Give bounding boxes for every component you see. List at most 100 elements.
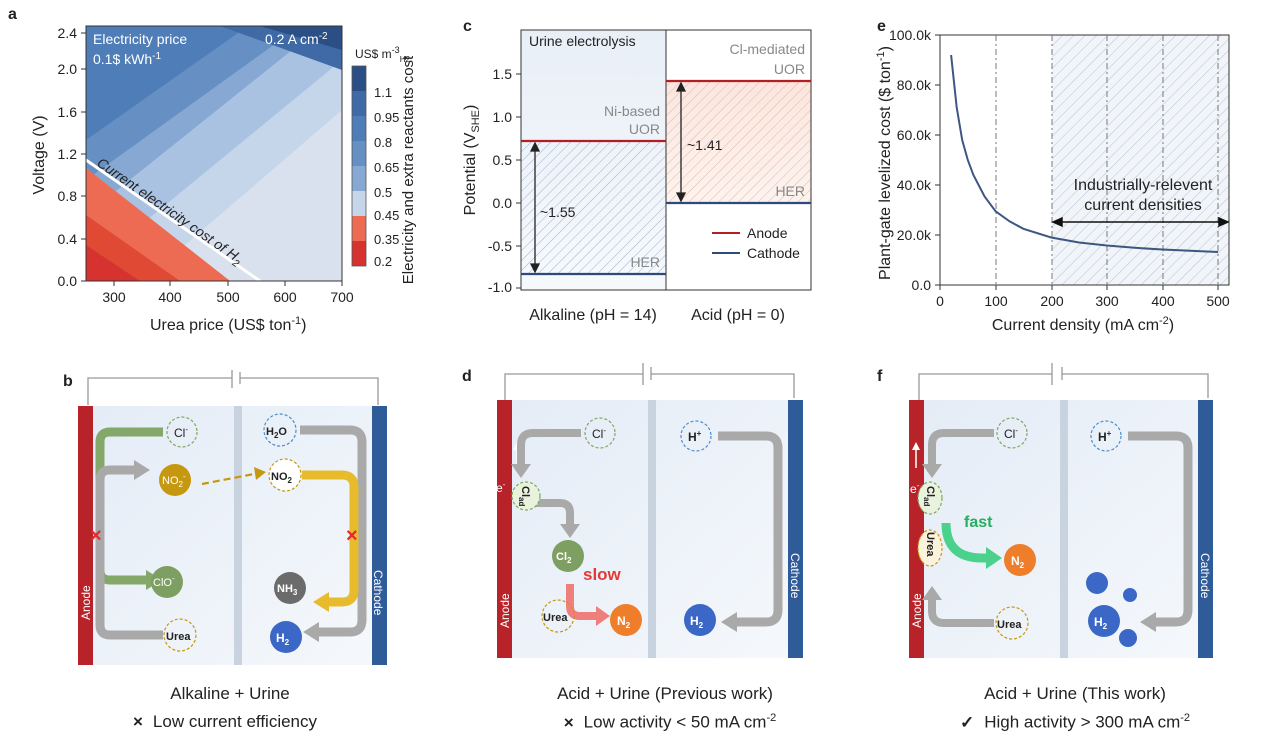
c-right-label-2: UOR xyxy=(774,61,805,77)
d-electron: e- xyxy=(496,480,506,495)
c-right-label-1: Cl-mediated xyxy=(730,41,805,57)
f-caption-text: High activity > 300 mA cm xyxy=(984,712,1181,732)
d-cl2: Cl2 xyxy=(556,551,572,565)
d-urea: Urea xyxy=(543,612,568,624)
a-ytick: 0.4 xyxy=(58,231,78,247)
panel-d-cell-diagram: Anode Cathode e- Cl- Clad Cl2 slow Urea … xyxy=(496,363,803,658)
e-xtick: 100 xyxy=(984,293,1008,309)
a-ylabel: Voltage (V) xyxy=(31,115,48,194)
f-fast-label: fast xyxy=(964,514,993,531)
f-caption-mark: ✓ xyxy=(959,712,975,732)
c-right-her: HER xyxy=(775,183,805,199)
c-ylabel: Potential (VSHE) xyxy=(462,105,482,216)
b-caption-mark: × xyxy=(132,712,143,731)
c-left-gap: ~1.55 xyxy=(540,204,576,220)
c-left-label-2: UOR xyxy=(629,121,660,137)
panel-e-line-chart: 0 100 200 300 400 500 0.0 20.0k 40.0k 60… xyxy=(875,27,1230,334)
f-anode-label: Anode xyxy=(910,593,924,628)
b-anode-electrode xyxy=(78,406,93,665)
f-caption-sup: -2 xyxy=(1180,712,1191,724)
e-xtick: 0 xyxy=(936,293,944,309)
a-xtick: 400 xyxy=(158,289,182,305)
panel-a-contour-chart: 300 400 500 600 700 0.0 0.4 0.8 1.2 1.6 … xyxy=(31,25,417,334)
a-colorbar xyxy=(351,65,367,267)
b-cathode-label: Cathode xyxy=(371,570,385,616)
f-caption-2: ✓ High activity > 300 mA cm-2 xyxy=(915,712,1235,733)
a-ytick: 0.8 xyxy=(58,188,78,204)
f-bubble xyxy=(1119,629,1137,647)
a-cbar-tick: 0.45 xyxy=(374,208,399,223)
c-x-right: Acid (pH = 0) xyxy=(691,307,785,324)
f-bubble xyxy=(1123,588,1137,602)
b-x-mark-right: × xyxy=(346,525,358,547)
a-cbar-unit: US$ m-3H2 xyxy=(355,45,410,64)
d-caption-mark: × xyxy=(563,712,574,732)
panel-d-letter: d xyxy=(462,368,472,385)
d-caption-text: Low activity < 50 mA cm xyxy=(583,712,767,732)
a-cbar-tick: 0.95 xyxy=(374,110,399,125)
panel-f-letter: f xyxy=(877,368,883,385)
a-cbar-tick: 1.1 xyxy=(374,85,392,100)
b-urea: Urea xyxy=(166,631,191,643)
d-n2: N2 xyxy=(617,614,631,630)
a-ytick: 1.2 xyxy=(58,146,78,162)
f-n2: N2 xyxy=(1011,554,1025,570)
c-legend-anode: Anode xyxy=(747,225,788,241)
e-xlabel: Current density (mA cm-2) xyxy=(992,315,1174,334)
e-xtick: 200 xyxy=(1040,293,1064,309)
f-electron: e- xyxy=(910,481,920,496)
e-ytick: 20.0k xyxy=(897,227,932,243)
a-current-text: 0.2 A cm-2 xyxy=(265,31,328,47)
b-anode-label: Anode xyxy=(79,585,93,620)
a-xtick: 700 xyxy=(330,289,354,305)
a-xtick: 300 xyxy=(102,289,126,305)
b-no2-right: NO2 xyxy=(271,471,293,485)
c-ytick: -0.5 xyxy=(488,238,512,254)
c-x-left: Alkaline (pH = 14) xyxy=(529,307,657,324)
series-line-0 xyxy=(950,54,1219,253)
e-ytick: 80.0k xyxy=(897,77,932,93)
d-hplus: H+ xyxy=(688,429,702,444)
a-price-text: Electricity price xyxy=(93,31,187,47)
panel-f-cell-diagram: Anode Cathode e- Cl- Clad Urea fast N2 U… xyxy=(909,363,1213,658)
c-ytick: -1.0 xyxy=(488,279,512,295)
a-ytick: 2.4 xyxy=(58,25,78,41)
b-cathode-electrode xyxy=(372,406,387,665)
d-caption-1: Acid + Urine (Previous work) xyxy=(557,684,773,703)
a-cbar-title: Electricity and extra reactants cost xyxy=(400,55,417,284)
b-nh3: NH3 xyxy=(277,583,298,597)
f-cathode-label: Cathode xyxy=(1198,553,1212,599)
a-cbar-tick: 0.65 xyxy=(374,160,399,175)
current-cost-line xyxy=(85,158,261,283)
f-hplus: H+ xyxy=(1098,429,1112,444)
e-xtick: 500 xyxy=(1206,293,1230,309)
f-cathode-electrode xyxy=(1198,400,1213,658)
panel-b-letter: b xyxy=(63,373,73,390)
e-ytick: 100.0k xyxy=(889,27,932,43)
f-cl-ion: Cl- xyxy=(1004,426,1018,441)
panel-c-letter: c xyxy=(463,18,472,35)
d-caption-sup: -2 xyxy=(766,712,777,724)
d-cathode-electrode xyxy=(788,400,803,658)
e-ytick: 60.0k xyxy=(897,127,932,143)
d-anode-label: Anode xyxy=(498,593,512,628)
c-ytick: 0.0 xyxy=(493,195,513,211)
f-urea: Urea xyxy=(997,619,1022,631)
f-clad: Clad xyxy=(922,486,936,506)
a-cbar-tick: 0.5 xyxy=(374,185,392,200)
c-ytick: 0.5 xyxy=(493,152,513,168)
b-caption-text: Low current efficiency xyxy=(152,712,318,731)
a-ytick: 0.0 xyxy=(58,273,78,289)
a-cbar-tick: 0.2 xyxy=(374,254,392,269)
panel-a-letter: a xyxy=(8,6,17,23)
c-ytick: 1.0 xyxy=(493,109,513,125)
f-bubble xyxy=(1086,572,1108,594)
d-cathode-label: Cathode xyxy=(788,553,802,599)
e-ytick: 40.0k xyxy=(897,177,932,193)
e-annotation-2: current densities xyxy=(1084,197,1201,214)
panel-c-energy-diagram: 1.5 1.0 0.5 0.0 -0.5 -1.0 Potential (VSH… xyxy=(462,29,812,324)
b-caption-1: Alkaline + Urine xyxy=(170,684,290,703)
e-ytick: 0.0 xyxy=(912,277,932,293)
a-xtick: 500 xyxy=(216,289,240,305)
a-ytick: 1.6 xyxy=(58,104,78,120)
